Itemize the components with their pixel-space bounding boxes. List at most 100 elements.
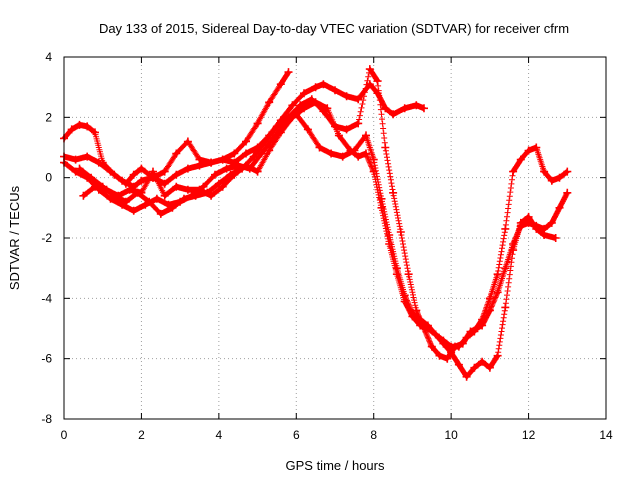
- x-tick-label: 8: [370, 428, 377, 442]
- data-point: [94, 158, 103, 167]
- data-point: [75, 120, 84, 129]
- data-point: [478, 357, 487, 366]
- y-tick-label: 0: [45, 171, 52, 185]
- data-point: [129, 206, 138, 215]
- data-point: [172, 170, 181, 179]
- data-point: [385, 231, 394, 239]
- data-point: [373, 89, 382, 98]
- data-point: [249, 152, 258, 161]
- data-point: [172, 149, 181, 158]
- data-point: [149, 167, 157, 176]
- data-point: [369, 155, 378, 164]
- data-point: [516, 218, 525, 227]
- data-point: [207, 191, 216, 200]
- data-point: [408, 312, 417, 321]
- data-point: [160, 191, 169, 200]
- data-point: [323, 104, 332, 113]
- data-point: [493, 270, 502, 279]
- data-point: [478, 315, 487, 324]
- y-tick-label: -6: [41, 352, 52, 366]
- y-tick-label: -8: [41, 412, 52, 426]
- data-point: [284, 68, 293, 77]
- data-point: [377, 203, 386, 212]
- data-point: [524, 212, 533, 221]
- data-point: [563, 167, 572, 176]
- data-point: [485, 363, 494, 372]
- data-point: [311, 98, 320, 107]
- data-point: [242, 137, 250, 146]
- data-point: [555, 173, 564, 182]
- data-point: [555, 203, 564, 212]
- x-axis-label: GPS time / hours: [286, 458, 385, 473]
- data-point: [71, 155, 80, 164]
- y-tick-label: 4: [45, 50, 52, 64]
- data-point: [91, 182, 99, 191]
- data-point: [369, 167, 378, 176]
- plot-frame: [63, 56, 607, 420]
- data-point: [509, 246, 518, 255]
- data-point: [447, 342, 456, 351]
- data-point: [327, 149, 336, 158]
- data-point: [222, 164, 231, 173]
- data-point: [265, 146, 274, 155]
- data-point: [106, 194, 115, 203]
- data-point: [342, 125, 351, 134]
- data-point: [137, 188, 146, 197]
- data-point: [462, 372, 471, 381]
- data-point: [211, 170, 219, 179]
- data-point: [300, 89, 308, 98]
- data-point: [547, 176, 556, 185]
- y-axis-ticks: -8 -6 -4 -2 0 2 4: [41, 50, 606, 426]
- data-point: [454, 360, 463, 369]
- data-point: [67, 125, 76, 134]
- data-point: [338, 152, 347, 161]
- data-point: [373, 77, 382, 86]
- data-point: [516, 155, 525, 164]
- data-point: [218, 182, 227, 191]
- marker-trail: [61, 66, 571, 380]
- data-point: [311, 83, 320, 92]
- data-point: [91, 128, 99, 137]
- data-point: [187, 191, 196, 200]
- y-tick-label: -2: [41, 231, 52, 245]
- data-point: [152, 194, 161, 203]
- data-point: [412, 101, 421, 110]
- data-point: [272, 122, 281, 131]
- data-point: [381, 104, 390, 113]
- x-tick-label: 4: [216, 428, 223, 442]
- data-point: [400, 297, 409, 306]
- data-point: [501, 224, 510, 233]
- data-point: [404, 270, 413, 279]
- data-point: [106, 167, 115, 176]
- data-point: [485, 306, 494, 315]
- data-point: [276, 80, 285, 89]
- x-tick-label: 6: [293, 428, 300, 442]
- data-point: [83, 122, 92, 131]
- x-tick-label: 2: [138, 428, 145, 442]
- data-point: [524, 146, 533, 155]
- data-point: [118, 176, 127, 185]
- data-point: [540, 167, 549, 176]
- data-point: [207, 158, 216, 167]
- data-point: [485, 294, 494, 303]
- data-point: [265, 98, 274, 107]
- data-point: [532, 224, 541, 233]
- data-point: [365, 65, 374, 74]
- data-point: [253, 167, 262, 176]
- data-point: [443, 354, 452, 363]
- data-point: [454, 342, 463, 351]
- data-point: [389, 188, 398, 197]
- data-point: [137, 164, 146, 173]
- data-point: [427, 342, 436, 351]
- data-point: [125, 185, 134, 194]
- data-point: [400, 104, 409, 113]
- data-point: [183, 137, 192, 146]
- data-point: [160, 179, 169, 188]
- data-point: [164, 200, 173, 209]
- data-point: [129, 170, 138, 179]
- data-point: [462, 333, 471, 342]
- data-point: [551, 234, 560, 242]
- data-point: [315, 143, 324, 152]
- data-point: [160, 167, 169, 176]
